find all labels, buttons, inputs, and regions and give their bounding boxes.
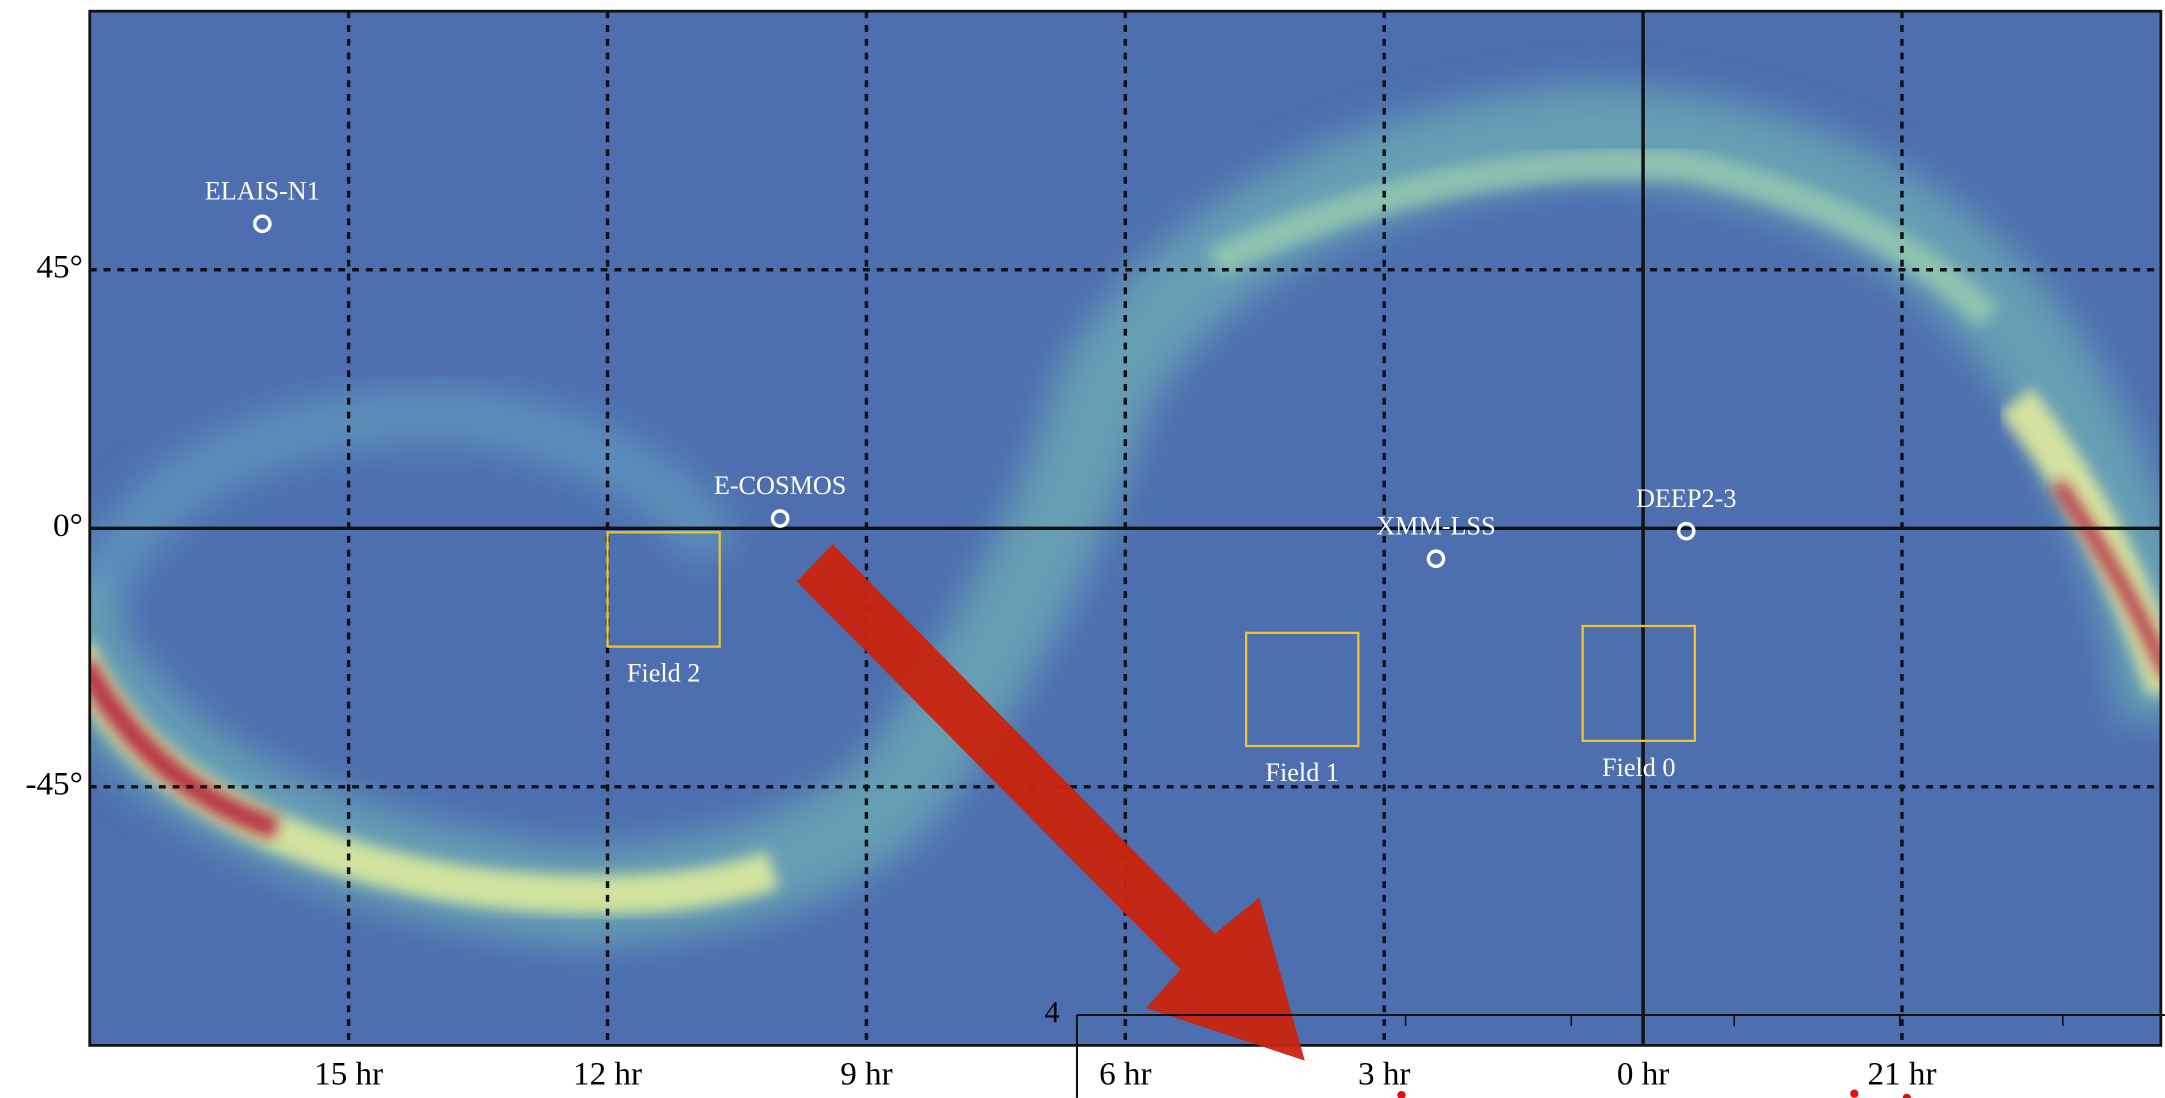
point-label: E-COSMOS <box>714 471 847 500</box>
x-tick-label: 12 hr <box>573 1056 642 1093</box>
field-label: Field 2 <box>627 659 701 688</box>
field-label: Field 0 <box>1602 753 1676 782</box>
x-tick-label: 6 hr <box>1099 1056 1151 1093</box>
point-label: DEEP2-3 <box>1636 484 1737 513</box>
x-tick-label: 9 hr <box>840 1056 892 1093</box>
x-tick-label: 0 hr <box>1617 1056 1669 1093</box>
y-tick-label: -45° <box>25 765 82 802</box>
field-label: Field 1 <box>1265 758 1339 787</box>
x-tick-label: 21 hr <box>1867 1056 1936 1093</box>
y-tick-label: 0° <box>53 507 83 544</box>
point-label: XMM-LSS <box>1376 511 1495 540</box>
point-label: ELAIS-N1 <box>205 176 320 205</box>
x-tick-label: 15 hr <box>314 1056 383 1093</box>
inset-label: 4 <box>1045 995 1060 1029</box>
y-tick-label: 45° <box>36 248 82 285</box>
x-tick-label: 3 hr <box>1358 1056 1410 1093</box>
sky-map-figure: 4 15 hr 12 hr 9 hr 6 hr 3 hr 0 hr 21 hr 45° 0° -4… <box>0 0 2165 1098</box>
